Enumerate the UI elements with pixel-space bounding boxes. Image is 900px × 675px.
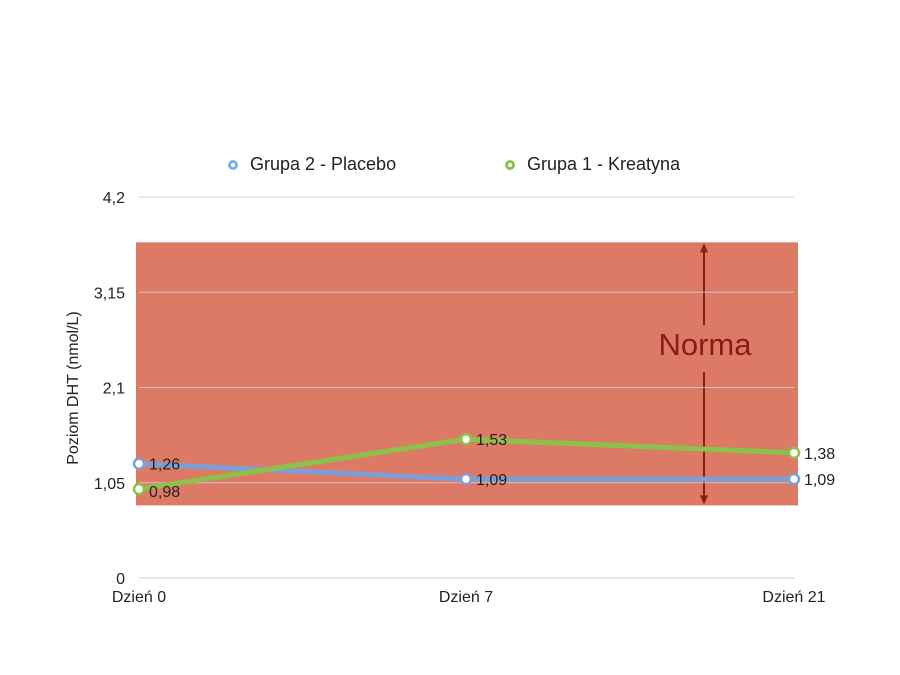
data-label: 1,53 xyxy=(476,432,507,449)
y-tick-label: 0 xyxy=(116,571,125,588)
x-tick-label: Dzień 7 xyxy=(439,589,493,606)
data-point xyxy=(459,432,473,446)
data-point xyxy=(132,457,146,470)
data-point xyxy=(459,472,473,486)
legend-marker-placebo xyxy=(228,159,238,170)
norm-arrow-up-head xyxy=(700,243,708,253)
legend-label-kreatyna: Grupa 1 - Kreatyna xyxy=(527,154,681,174)
norm-arrow-down-head xyxy=(700,495,708,505)
legend-marker-kreatyna xyxy=(505,159,515,170)
y-tick-label: 3,15 xyxy=(94,285,125,302)
legend-label-placebo: Grupa 2 - Placebo xyxy=(250,154,397,174)
data-label: 1,09 xyxy=(804,472,835,489)
x-tick-label: Dzień 21 xyxy=(762,589,825,606)
data-label: 0,98 xyxy=(149,484,180,501)
y-axis-label: Poziom DHT (nmol/L) xyxy=(65,311,82,465)
norm-label: Norma xyxy=(658,327,752,362)
norm-band xyxy=(136,242,798,506)
legend-item-placebo[interactable]: Grupa 2 - Placebo xyxy=(228,154,396,175)
y-tick-label: 2,1 xyxy=(103,381,125,398)
y-tick-label: 4,2 xyxy=(103,190,125,207)
data-point xyxy=(132,482,146,496)
legend: Grupa 2 - Placebo Grupa 1 - Kreatyna xyxy=(0,154,900,180)
data-point xyxy=(787,472,801,486)
y-tick-label: 1,05 xyxy=(94,476,125,493)
x-tick-label: Dzień 0 xyxy=(112,589,166,606)
data-point xyxy=(787,446,801,460)
legend-item-kreatyna[interactable]: Grupa 1 - Kreatyna xyxy=(505,154,680,175)
data-label: 1,26 xyxy=(149,457,180,474)
data-label: 1,09 xyxy=(476,472,507,489)
data-label: 1,38 xyxy=(804,446,835,463)
